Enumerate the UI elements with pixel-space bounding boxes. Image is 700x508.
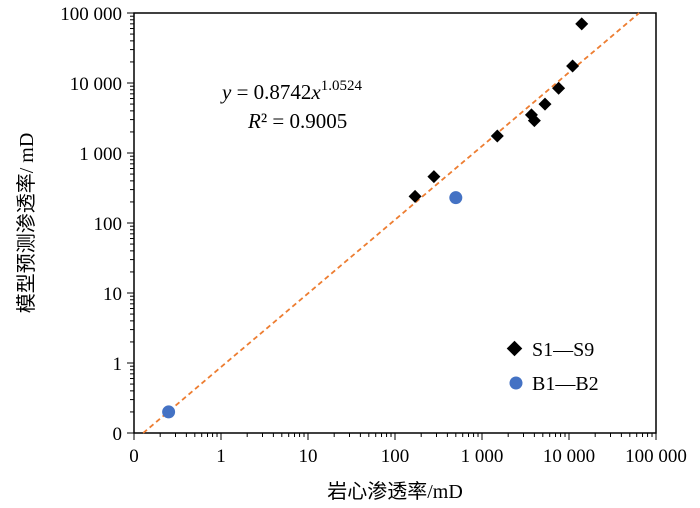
- x-tick-label: 10: [299, 446, 318, 467]
- data-point-s1-diamond: [427, 170, 441, 184]
- trendline: [142, 12, 640, 434]
- data-point-s1-diamond: [490, 129, 504, 143]
- y-tick-label: 1 000: [79, 144, 122, 165]
- x-tick-label: 1: [216, 446, 226, 467]
- y-tick-label: 100: [94, 214, 123, 235]
- tick-layer: 0 1 10 100 1 000 10 000 100 000 0 1 10 100 1 000 10 …: [60, 4, 687, 467]
- legend-label-s1-s9: S1—S9: [532, 339, 594, 361]
- data-point-s1-diamond: [527, 114, 541, 128]
- data-point-s1-diamond: [538, 97, 552, 111]
- y-axis-title: 模型预测渗透率/ mD: [15, 133, 38, 314]
- y-tick-label: 1: [113, 354, 123, 375]
- data-point-s1-diamond: [566, 59, 580, 73]
- point-layer: [162, 17, 589, 419]
- x-tick-label: 100: [381, 446, 410, 467]
- legend-marker-circle: [509, 376, 523, 390]
- legend-label-b1-b2: B1—B2: [532, 373, 599, 395]
- y-tick-label: 10 000: [70, 74, 122, 95]
- y-tick-label: 100 000: [60, 4, 122, 25]
- data-point-s1-diamond: [408, 189, 422, 203]
- data-point-b-circle: [449, 191, 463, 205]
- plot-area: [133, 12, 657, 434]
- data-point-s1-diamond: [575, 17, 589, 31]
- legend: S1—S9 B1—B2: [506, 339, 599, 395]
- legend-marker-diamond: [506, 340, 523, 357]
- x-axis-title: 岩心渗透率/mD: [327, 480, 463, 503]
- x-tick-label: 1 000: [461, 446, 504, 467]
- trendline-layer: [142, 12, 640, 434]
- y-tick-label: 0: [113, 424, 123, 445]
- x-tick-label: 0: [129, 446, 139, 467]
- equation-label: y = 0.8742x1.0524: [220, 78, 363, 104]
- x-tick-label: 10 000: [543, 446, 595, 467]
- data-point-s1-diamond: [552, 81, 566, 95]
- x-tick-label: 100 000: [625, 446, 687, 467]
- data-point-b-circle: [162, 405, 176, 419]
- r-squared-label: R² = 0.9005: [247, 109, 347, 133]
- y-tick-label: 10: [103, 284, 122, 305]
